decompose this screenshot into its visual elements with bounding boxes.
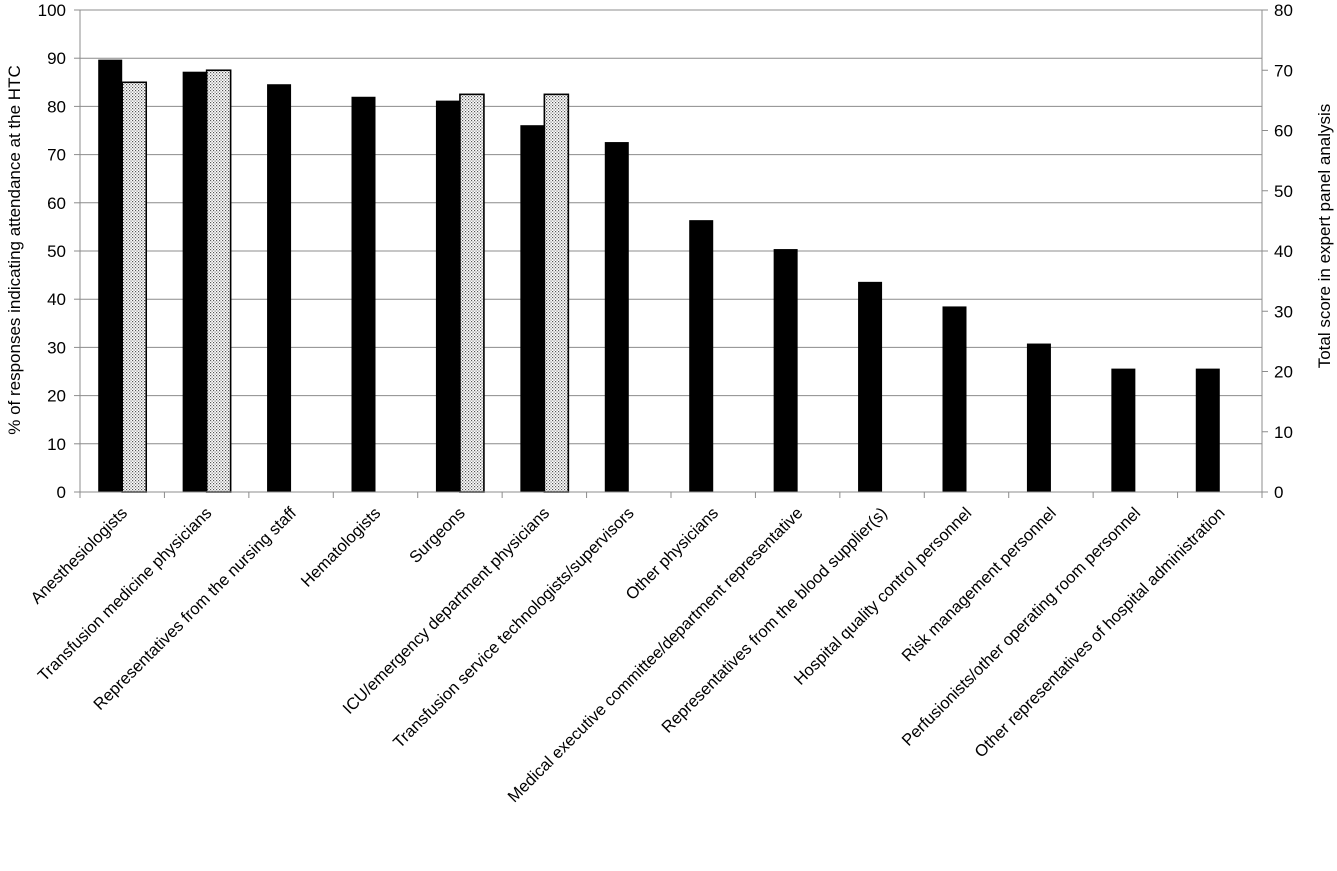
left-tick-label: 10 (47, 435, 66, 454)
bar-attendance (182, 71, 207, 493)
category-label: Other physicians (622, 504, 722, 604)
left-axis-ticks: 0 10 20 30 40 50 60 70 80 90 100 (38, 1, 66, 502)
bar-attendance (351, 96, 376, 492)
right-tick-label: 60 (1274, 122, 1293, 141)
left-axis-title: % of responses indicating attendance at … (5, 65, 24, 435)
right-tick-label: 80 (1274, 1, 1293, 20)
right-axis-ticks: 0 10 20 30 40 50 60 70 80 (1274, 1, 1293, 502)
right-tick-label: 10 (1274, 423, 1293, 442)
bar-expert-score (459, 93, 485, 493)
left-tick-label: 70 (47, 146, 66, 165)
category-label: Risk management personnel (899, 504, 1060, 665)
bar-attendance (267, 84, 292, 492)
bar-attendance (1195, 368, 1220, 492)
bar-attendance (942, 306, 967, 492)
bar-attendance (604, 142, 629, 492)
left-tick-label: 30 (47, 338, 66, 357)
bar-expert-score (205, 69, 232, 493)
bar-attendance (773, 249, 798, 492)
bars (98, 59, 1220, 493)
right-tick-label: 30 (1274, 302, 1293, 321)
category-label: Surgeons (406, 504, 469, 567)
category-label: Transfusion medicine physicians (35, 504, 216, 685)
right-tick-label: 20 (1274, 363, 1293, 382)
category-label: Hospital quality control personnel (791, 504, 976, 689)
right-tick-label: 0 (1274, 483, 1283, 502)
bar-attendance (1026, 343, 1051, 492)
left-tick-label: 50 (47, 242, 66, 261)
left-tick-label: 0 (57, 483, 66, 502)
left-tick-label: 20 (47, 387, 66, 406)
gridlines (80, 9, 1262, 445)
right-tick-label: 40 (1274, 242, 1293, 261)
bar-expert-score (543, 93, 570, 493)
left-tick-label: 40 (47, 290, 66, 309)
bar-attendance (858, 281, 883, 492)
bar-attendance (435, 100, 460, 492)
right-tick-label: 50 (1274, 182, 1293, 201)
left-tick-label: 90 (47, 49, 66, 68)
bar-attendance (98, 59, 123, 493)
right-axis-title: Total score in expert panel analysis (1315, 104, 1334, 369)
left-tick-label: 60 (47, 194, 66, 213)
right-tick-label: 70 (1274, 61, 1293, 80)
category-label: Hematologists (298, 504, 385, 591)
bar-attendance (1111, 368, 1136, 492)
left-tick-label: 100 (38, 1, 66, 20)
left-tick-label: 80 (47, 97, 66, 116)
axes (74, 9, 1268, 498)
category-label: Medical executive committee/department r… (505, 504, 807, 806)
bar-attendance (689, 220, 714, 493)
bar-expert-score (121, 81, 148, 493)
bar-attendance (520, 125, 545, 492)
